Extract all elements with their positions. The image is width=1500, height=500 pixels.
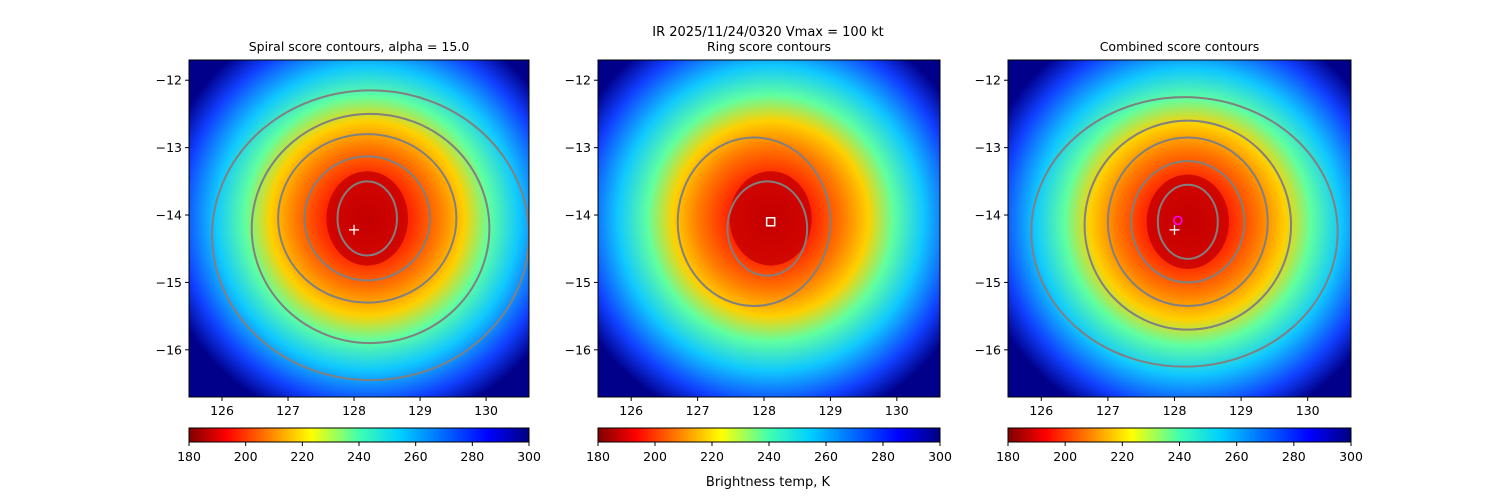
center-plus-marker (1169, 224, 1180, 235)
contour-line (277, 133, 458, 304)
contour-line (726, 180, 809, 277)
panel-title: Spiral score contours, alpha = 15.0 (249, 39, 470, 54)
y-tick-label: −14 (565, 208, 591, 223)
colorbar (597, 427, 941, 443)
y-tick-label: −14 (975, 208, 1001, 223)
x-tick-label: 130 (885, 403, 909, 418)
colorbar-tick-label: 300 (517, 449, 541, 464)
colorbar-tick-label: 260 (1225, 449, 1249, 464)
figure-suptitle: IR 2025/11/24/0320 Vmax = 100 kt (652, 25, 883, 40)
colorbar-tick-label: 280 (460, 449, 484, 464)
y-tick-label: −16 (975, 342, 1001, 357)
colorbar-tick-label: 260 (404, 449, 428, 464)
contour-line (303, 155, 431, 282)
panel-3: Combined score contours 126 127 128 129 130 −1… (975, 39, 1363, 464)
colorbar-tick-label: 240 (1168, 449, 1192, 464)
colorbar-tick-label: 200 (1053, 449, 1077, 464)
axes-frame (188, 59, 530, 398)
center-plus-marker (349, 224, 360, 235)
colorbar-tick-label: 220 (290, 449, 314, 464)
x-tick-label: 127 (1096, 403, 1120, 418)
colorbar-tick-label: 220 (700, 449, 724, 464)
y-tick-label: −16 (565, 342, 591, 357)
colorbar-tick-label: 240 (347, 449, 371, 464)
x-tick-label: 128 (1163, 403, 1187, 418)
x-tick-label: 126 (619, 403, 643, 418)
center-circle-marker (1173, 215, 1183, 226)
colorbar-tick-label: 300 (928, 449, 952, 464)
colorbar-label: Brightness temp, K (706, 475, 831, 490)
colorbar (1007, 427, 1352, 443)
panel-2: Ring score contours 126 127 128 129 130 −12 −13… (565, 39, 952, 464)
contour-line (250, 112, 491, 345)
y-tick-label: −13 (975, 140, 1001, 155)
y-tick-label: −14 (156, 208, 182, 223)
contour-line (1030, 96, 1339, 368)
contour-line (211, 89, 529, 382)
colorbar-tick-label: 200 (643, 449, 667, 464)
x-tick-label: 126 (210, 403, 234, 418)
y-tick-label: −15 (565, 275, 591, 290)
contour-line (1130, 160, 1246, 284)
colorbar-tick-label: 260 (814, 449, 838, 464)
x-tick-label: 126 (1029, 403, 1053, 418)
y-tick-label: −12 (565, 73, 591, 88)
colorbar-tick-label: 240 (757, 449, 781, 464)
x-tick-label: 128 (342, 403, 366, 418)
colorbar-tick-label: 280 (871, 449, 895, 464)
y-tick-label: −15 (156, 275, 182, 290)
colorbar-tick-label: 180 (177, 449, 201, 464)
y-tick-label: −16 (156, 342, 182, 357)
panel-title: Combined score contours (1100, 39, 1260, 54)
axes-frame (1007, 59, 1352, 398)
x-tick-label: 129 (818, 403, 842, 418)
contour-line (676, 136, 832, 308)
x-tick-label: 129 (408, 403, 432, 418)
panel-1: Spiral score contours, alpha = 15.0 126 12… (156, 39, 541, 464)
center-square-marker (765, 217, 776, 227)
x-tick-label: 128 (752, 403, 776, 418)
colorbar-tick-label: 220 (1110, 449, 1134, 464)
x-tick-label: 130 (1296, 403, 1320, 418)
colorbar-tick-label: 200 (234, 449, 258, 464)
y-tick-label: −12 (975, 73, 1001, 88)
x-tick-label: 130 (474, 403, 498, 418)
x-tick-label: 129 (1229, 403, 1253, 418)
eye-core (1146, 174, 1229, 269)
contour-line (336, 180, 398, 257)
y-tick-label: −13 (156, 140, 182, 155)
contour-line (1083, 119, 1293, 331)
colorbar-tick-label: 180 (586, 449, 610, 464)
y-tick-label: −12 (156, 73, 182, 88)
axes-frame (597, 59, 941, 398)
y-tick-label: −15 (975, 275, 1001, 290)
y-tick-label: −13 (565, 140, 591, 155)
contour-line (1106, 136, 1269, 308)
colorbar-tick-label: 180 (996, 449, 1020, 464)
contour-line (1156, 183, 1219, 260)
colorbar-tick-label: 280 (1282, 449, 1306, 464)
eye-core (326, 171, 409, 266)
x-tick-label: 127 (276, 403, 300, 418)
colorbar (188, 427, 530, 443)
colorbar-tick-label: 300 (1339, 449, 1363, 464)
x-tick-label: 127 (686, 403, 710, 418)
panel-title: Ring score contours (707, 39, 831, 54)
